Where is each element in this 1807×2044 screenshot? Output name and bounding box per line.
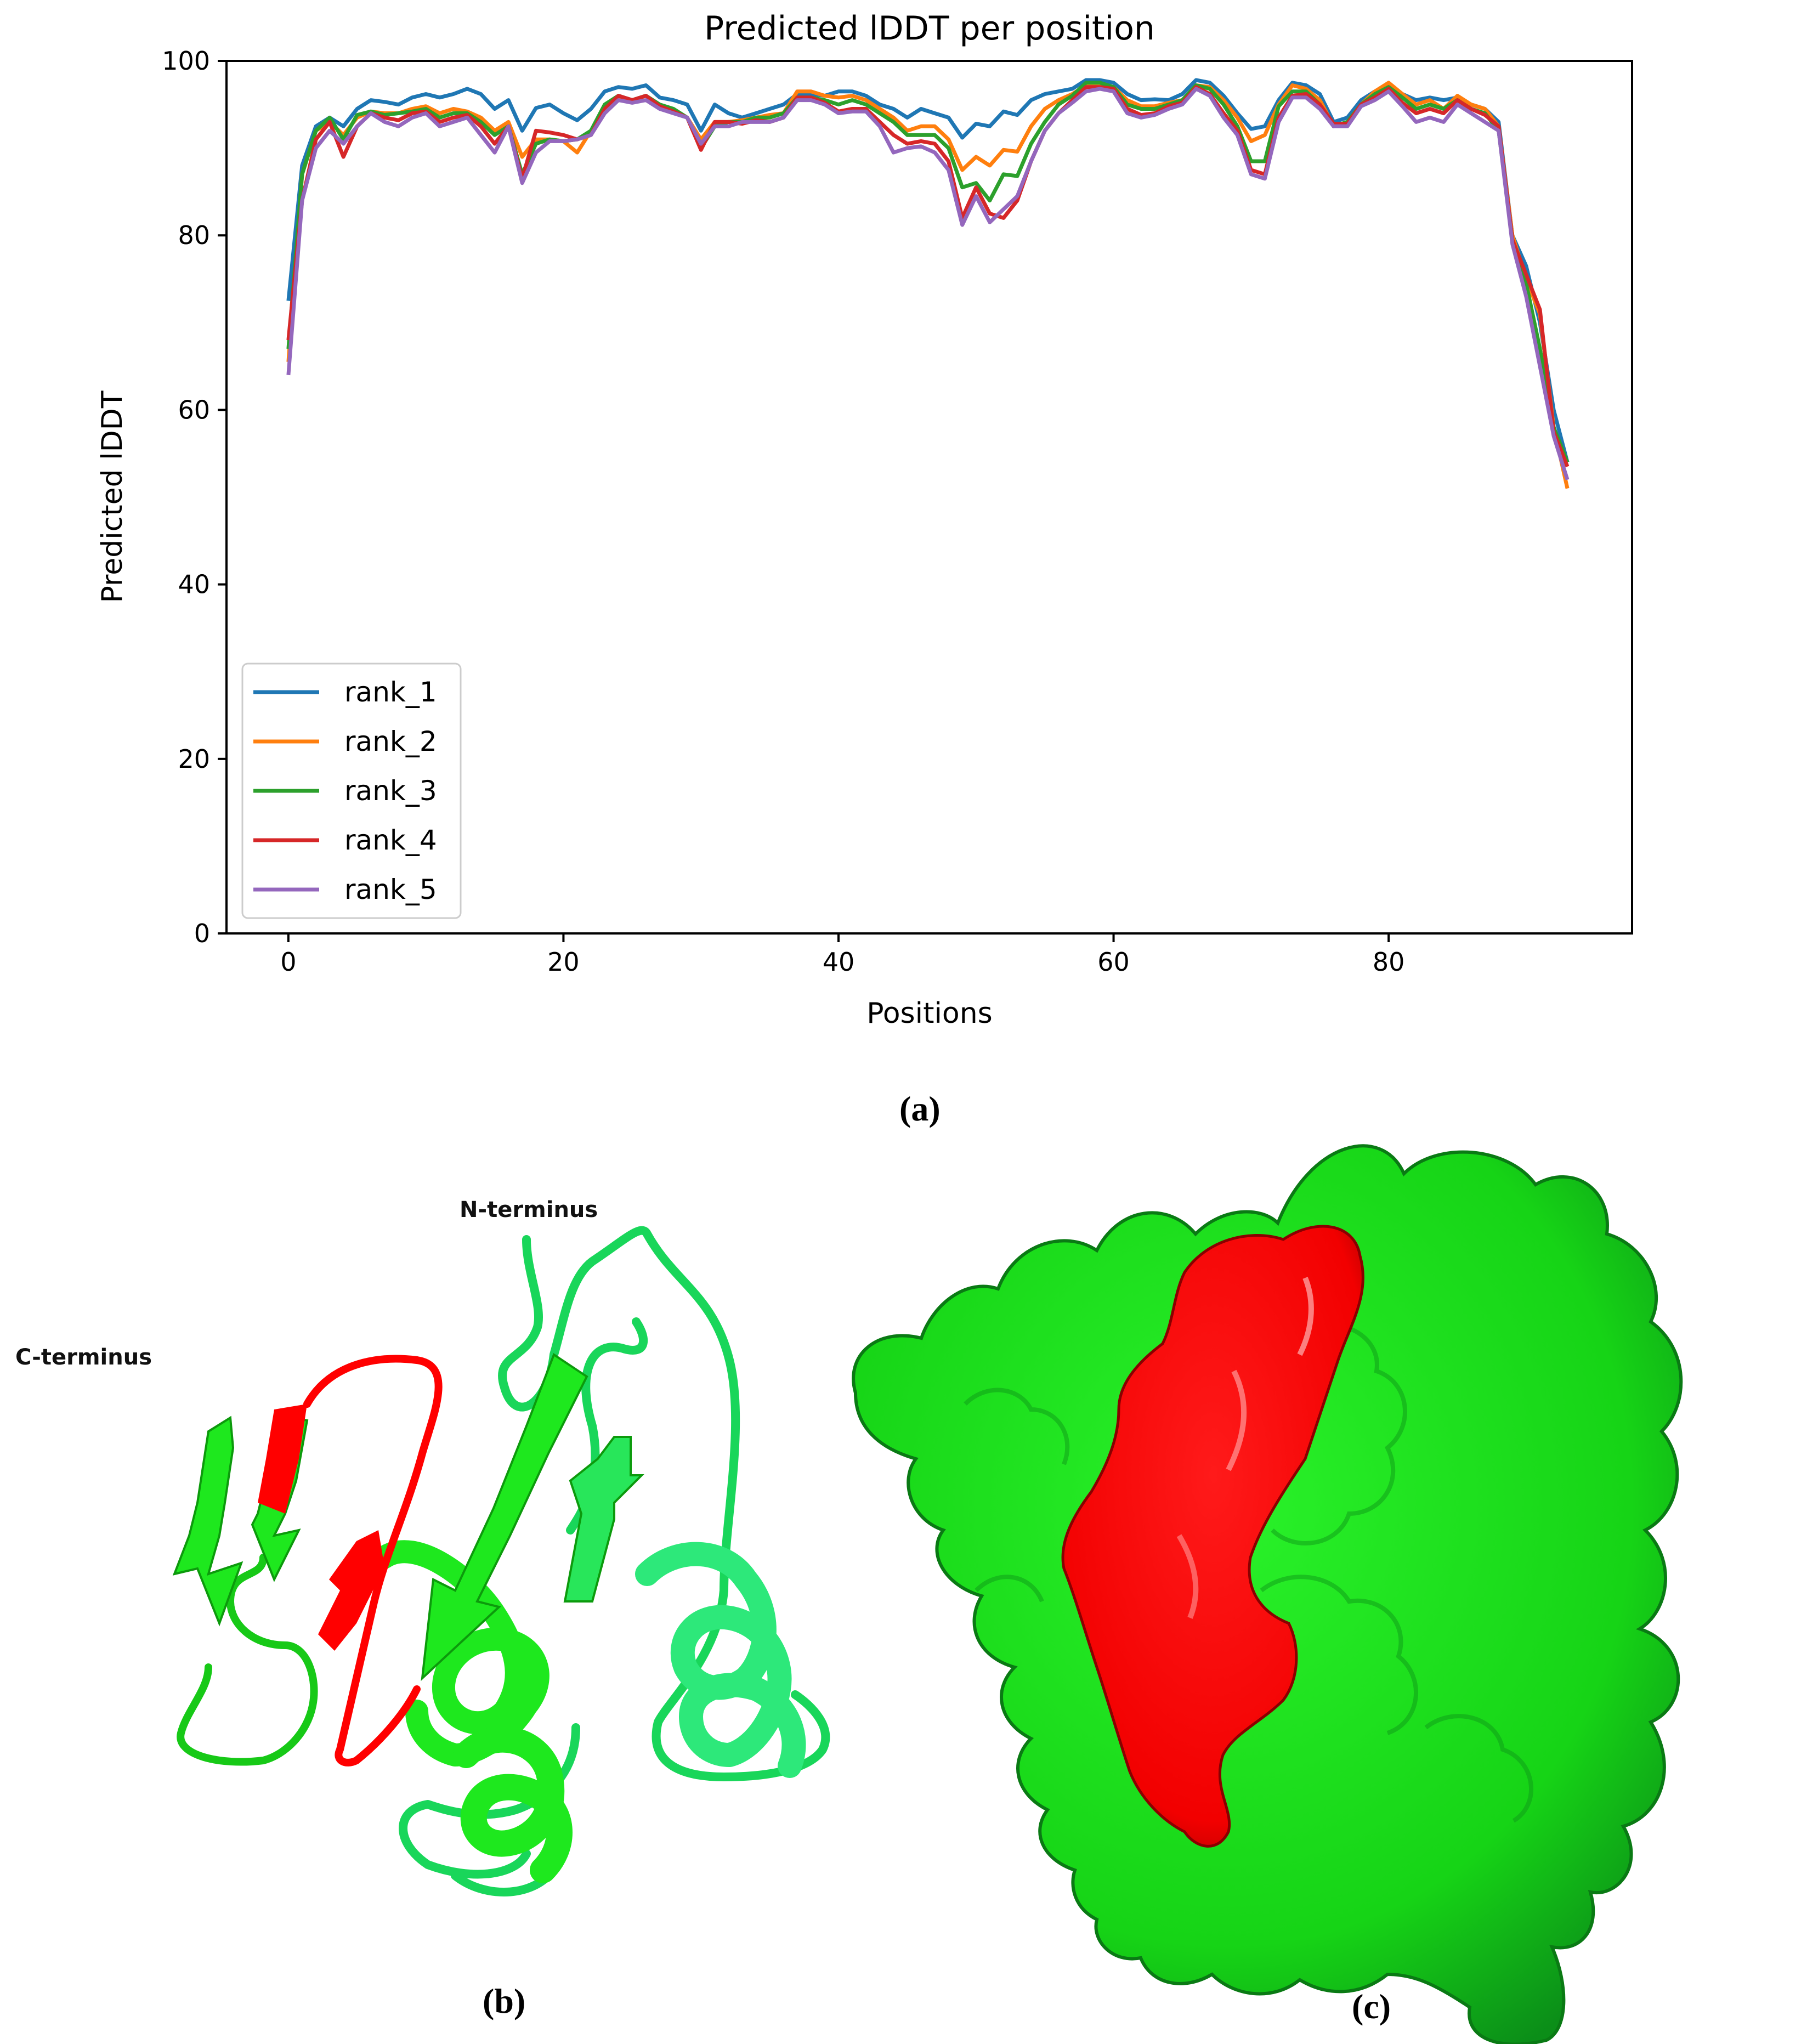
- x-tick-label: 80: [1373, 947, 1405, 977]
- n-terminus-label: N-terminus: [460, 1197, 598, 1222]
- y-tick-label: 100: [162, 46, 210, 76]
- c-terminus-label: C-terminus: [15, 1345, 152, 1370]
- x-tick-label: 0: [280, 947, 296, 977]
- ribbon-loop-left: [177, 1554, 318, 1766]
- x-tick-label: 60: [1097, 947, 1130, 977]
- ribbon-highlight-region: [258, 1355, 443, 1766]
- y-tick-label: 20: [178, 744, 210, 774]
- y-tick-label: 80: [178, 220, 210, 250]
- panel-label-c: (c): [1352, 1987, 1391, 2026]
- panel-label-b: (b): [483, 1981, 526, 2020]
- y-tick-label: 60: [178, 395, 210, 424]
- x-axis-label: Positions: [866, 997, 993, 1030]
- chart-title: Predicted lDDT per position: [704, 9, 1155, 48]
- x-tick-label: 40: [823, 947, 855, 977]
- y-tick-label: 40: [178, 570, 210, 599]
- x-tick-label: 20: [547, 947, 580, 977]
- legend-frame: [241, 663, 462, 919]
- series-line-rank_1: [286, 78, 1570, 463]
- legend-label-rank_4: rank_4: [344, 824, 437, 856]
- ribbon-loops: [399, 1226, 830, 1896]
- plot-lines: [286, 78, 1570, 489]
- series-line-rank_5: [286, 87, 1570, 480]
- legend-items: rank_1 rank_2 rank_3 rank_4 rank_5: [253, 676, 437, 905]
- panel-label-a: (a): [899, 1089, 941, 1128]
- legend-label-rank_1: rank_1: [344, 676, 437, 708]
- y-tick-label: 0: [194, 919, 210, 948]
- legend-label-rank_3: rank_3: [344, 775, 437, 807]
- chart-legend: rank_1 rank_2 rank_3 rank_4 rank_5: [241, 663, 462, 919]
- y-axis-label: Predicted lDDT: [96, 390, 129, 603]
- x-axis-ticks: 0 20 40 60 80: [280, 933, 1404, 977]
- legend-label-rank_5: rank_5: [344, 874, 437, 905]
- y-axis-ticks: 0 20 40 60 80 100: [162, 46, 226, 948]
- legend-label-rank_2: rank_2: [344, 726, 437, 757]
- lddt-line-chart: Predicted lDDT per position 0 20 40 60 80 0 2…: [96, 9, 1633, 1030]
- plot-frame: [225, 60, 1633, 935]
